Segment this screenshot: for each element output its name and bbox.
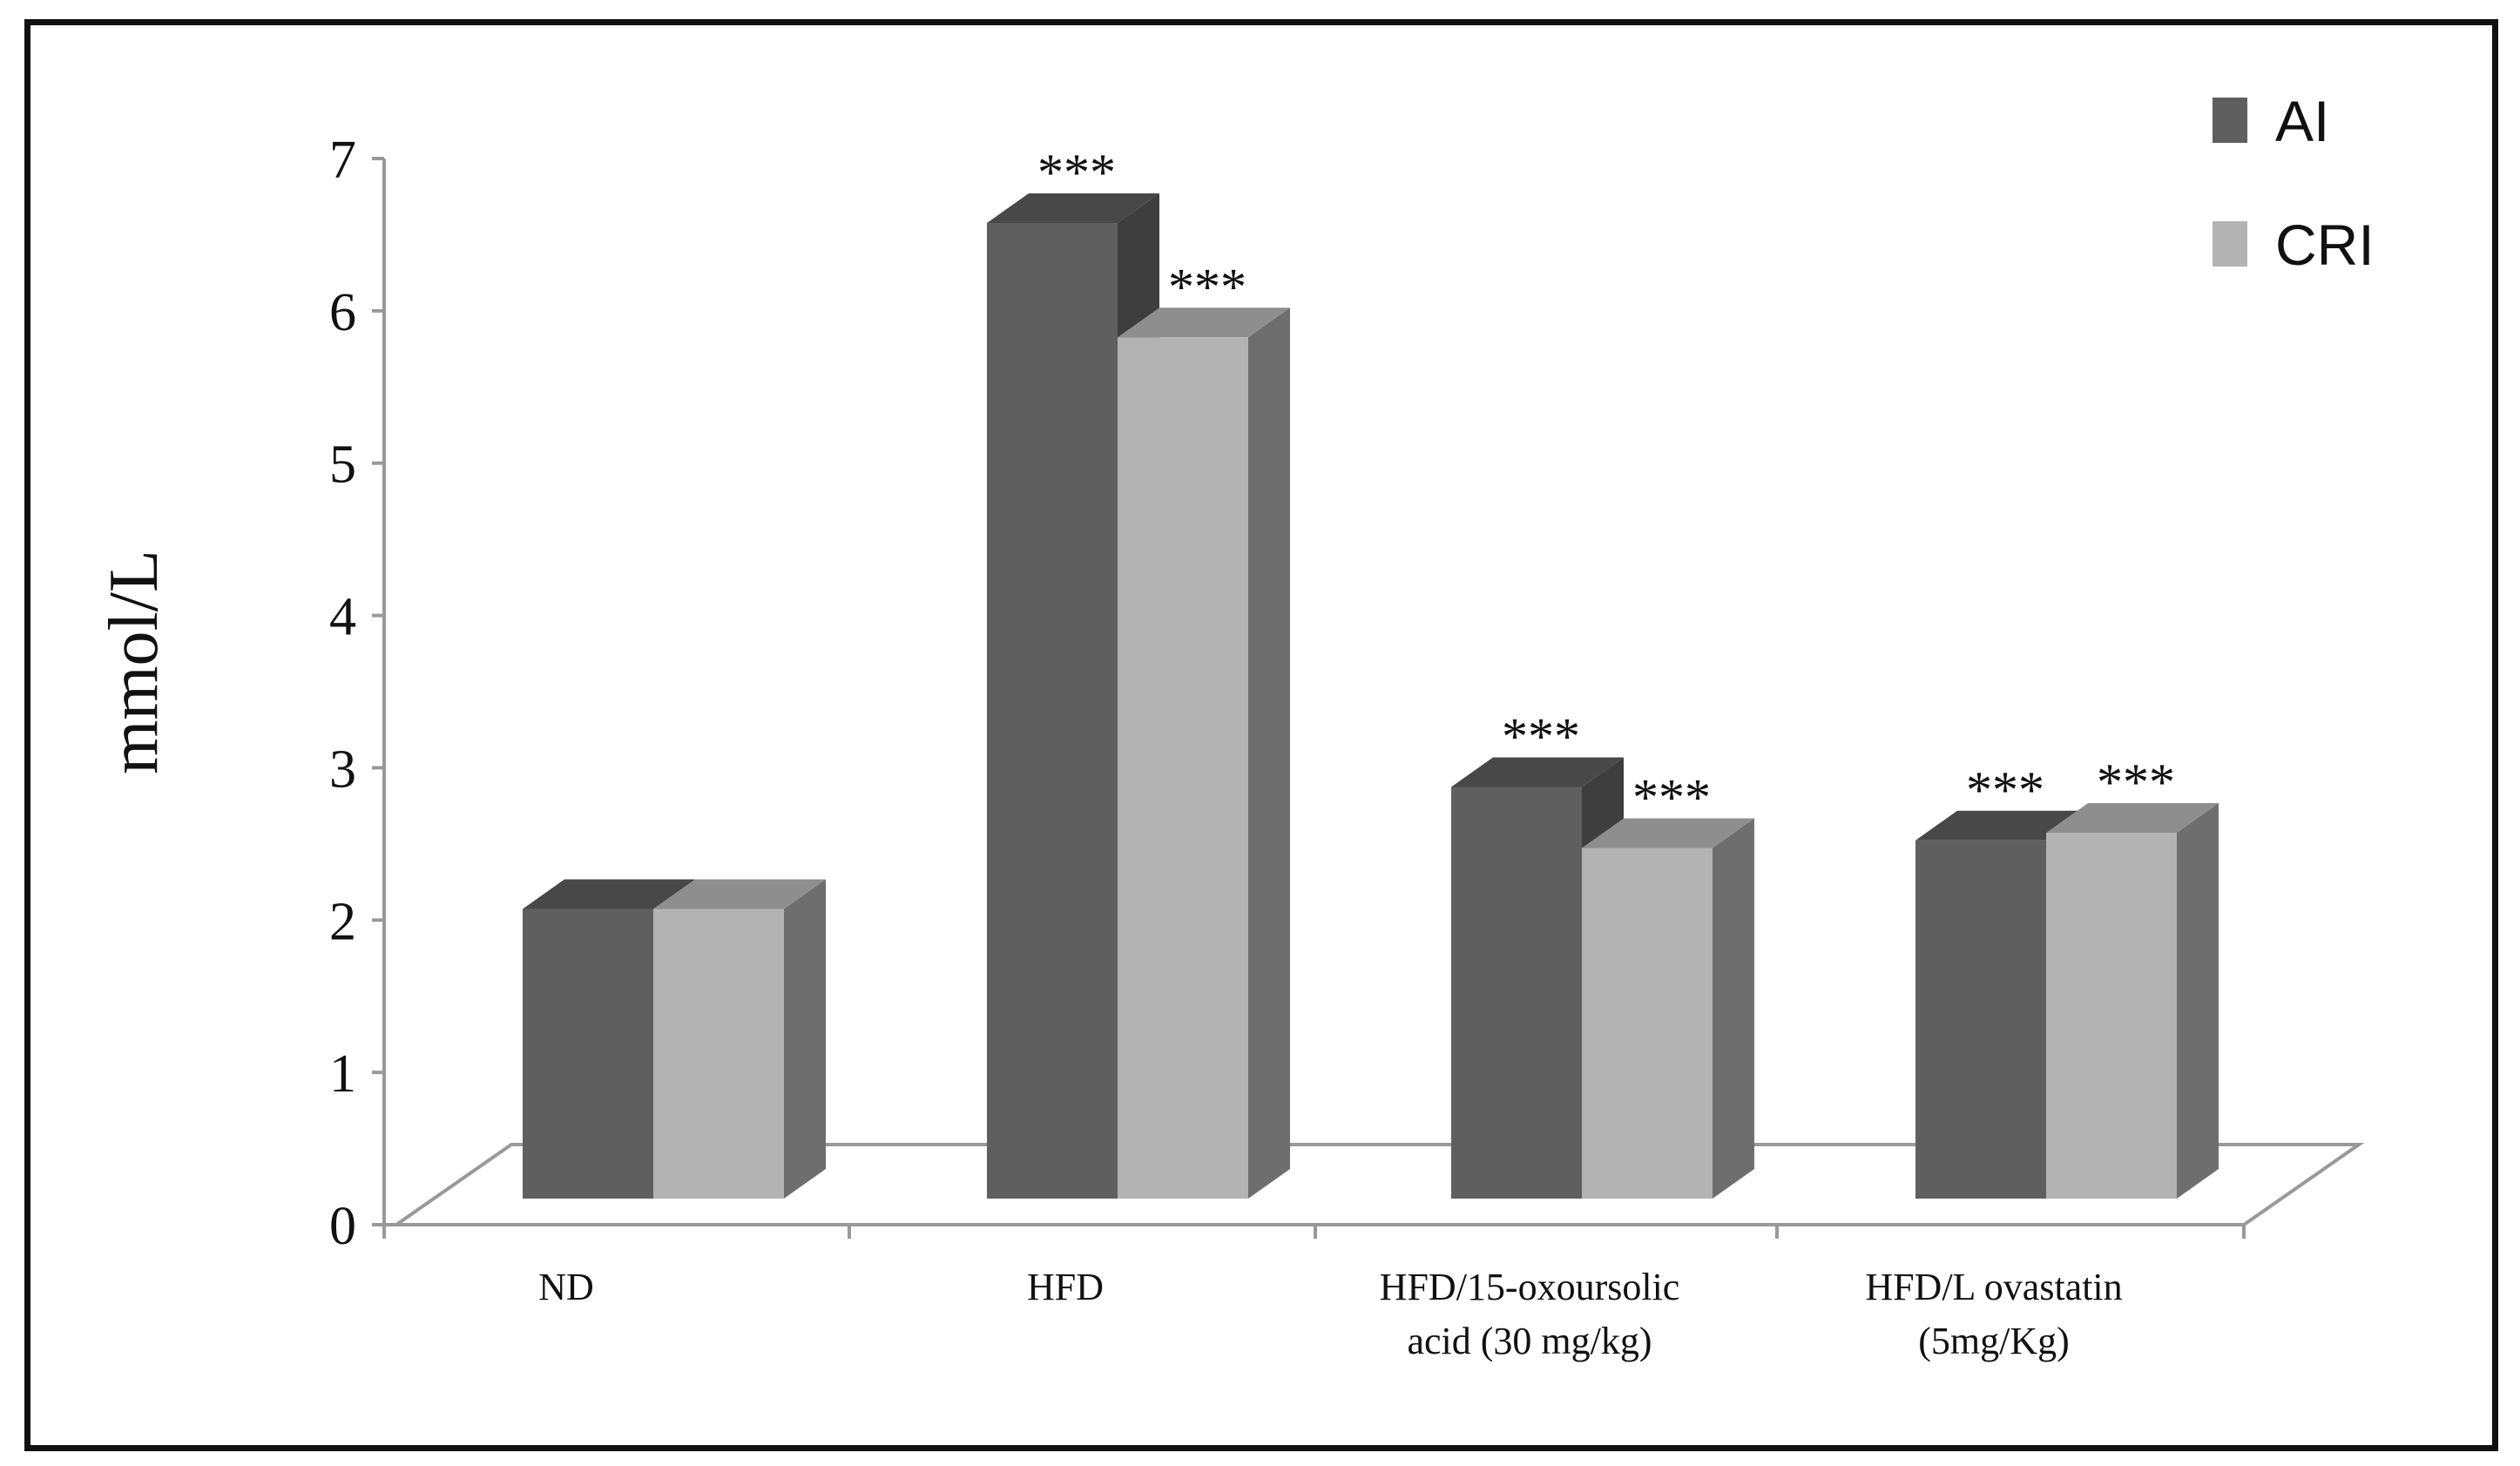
legend-label-ai: AI — [2275, 89, 2329, 153]
category-label: HFD/15-oxoursolic — [1380, 1266, 1680, 1308]
legend-swatch-ai — [2213, 98, 2247, 143]
significance-label: *** — [1168, 258, 1246, 315]
category-label: HFD — [1027, 1266, 1104, 1308]
y-tick-label: 5 — [329, 436, 356, 495]
y-tick-label: 6 — [329, 283, 356, 342]
y-tick-label: 4 — [329, 588, 356, 647]
category-label: acid (30 mg/kg) — [1407, 1320, 1652, 1362]
bar-top-cri — [2046, 803, 2219, 833]
bar-cri — [653, 909, 784, 1199]
bar-side-cri — [2177, 803, 2219, 1199]
y-tick-label: 3 — [329, 740, 356, 799]
bar-top-cri — [653, 879, 826, 909]
axes: 0 1 2 3 4 5 6 7 mmol/L — [96, 131, 2246, 1256]
significance-label: *** — [1632, 769, 1711, 827]
significance-label: *** — [1502, 708, 1580, 766]
category-label: (5mg/Kg) — [1918, 1320, 2070, 1362]
y-axis-label: mmol/L — [96, 550, 172, 774]
y-tick-label: 0 — [329, 1197, 356, 1256]
bar-ai — [523, 909, 653, 1199]
significance-label: *** — [2097, 753, 2175, 811]
y-tick-label: 1 — [329, 1044, 356, 1104]
bar-side-cri — [784, 879, 826, 1199]
bar-top-ai — [523, 879, 695, 909]
category-label: HFD/L ovastatin — [1865, 1266, 2122, 1308]
bar-top-cri — [1582, 818, 1754, 848]
significance-label: *** — [1037, 144, 1116, 201]
significance-label: *** — [1966, 761, 2044, 819]
legend-label-cri: CRI — [2275, 213, 2375, 277]
bar-top-cri — [1118, 307, 1290, 338]
bar-cri — [1582, 848, 1713, 1199]
bar-top-ai — [1915, 810, 2088, 841]
bar-ai — [1915, 840, 2046, 1199]
bar-top-ai — [987, 193, 1159, 223]
bar-side-cri — [1713, 818, 1754, 1199]
legend: AI CRI — [2213, 89, 2375, 277]
bar-cri — [2046, 833, 2177, 1199]
bar-top-ai — [1451, 757, 1624, 787]
bars — [523, 193, 2219, 1199]
y-tick-label: 2 — [329, 892, 356, 951]
category-label: ND — [538, 1266, 594, 1308]
legend-swatch-cri — [2213, 221, 2247, 267]
labels: ND *** *** HFD *** *** HFD/15-oxoursolic acid (… — [538, 144, 2175, 1362]
bar-side-cri — [1248, 307, 1290, 1199]
bar-ai — [987, 223, 1118, 1199]
bar-cri — [1118, 337, 1248, 1199]
bar-ai — [1451, 787, 1582, 1199]
y-tick-label: 7 — [329, 131, 356, 190]
